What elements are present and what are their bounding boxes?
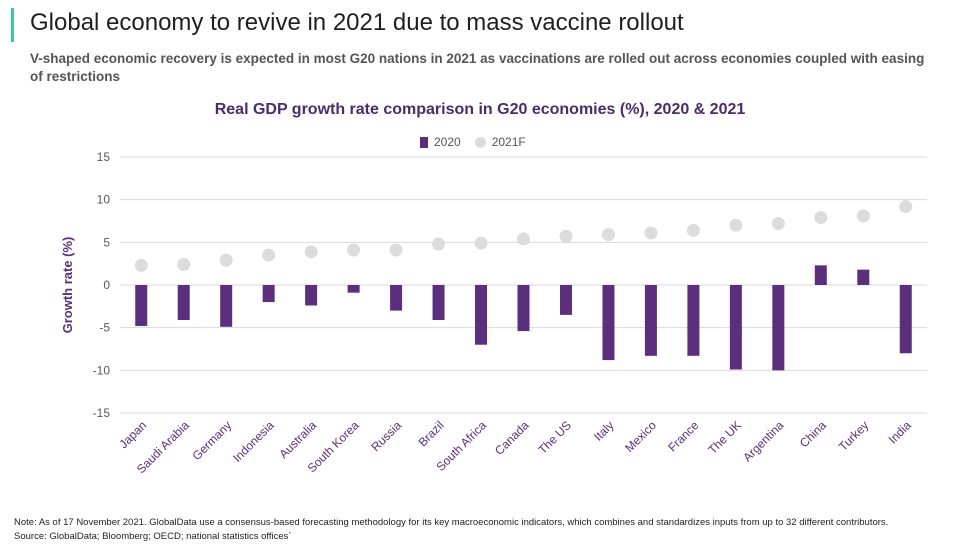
y-tick-label: -15: [93, 406, 111, 420]
bar-2020: [772, 285, 785, 371]
x-tick-label: The US: [535, 418, 574, 457]
y-tick-label: 15: [97, 150, 111, 164]
legend-label-2020: 2020: [434, 135, 461, 149]
legend-swatch-2020: [420, 136, 428, 148]
bar-2020: [262, 285, 275, 303]
y-tick-label: 5: [103, 235, 110, 249]
x-tick-label: Italy: [591, 418, 616, 443]
title-accent-bar: [11, 8, 14, 42]
x-tick-label: Mexico: [622, 418, 659, 455]
y-tick-label: 10: [97, 193, 111, 207]
bar-2020: [559, 285, 572, 315]
dot-2021f: [304, 245, 318, 259]
dot-2021f: [856, 209, 870, 223]
y-tick-label: -5: [99, 321, 110, 335]
bar-2020: [814, 265, 827, 285]
bar-2020: [857, 269, 870, 285]
x-tick-label: Turkey: [836, 418, 872, 454]
y-tick-label: 0: [103, 278, 110, 292]
dot-2021f: [474, 236, 488, 250]
x-tick-label: Australia: [276, 418, 319, 461]
page-title: Global economy to revive in 2021 due to …: [30, 9, 684, 36]
x-tick-label: China: [797, 418, 829, 450]
legend-label-2021f: 2021F: [491, 135, 526, 149]
dot-2021f: [177, 258, 191, 272]
x-tick-label: Russia: [368, 418, 404, 454]
bar-2020: [177, 285, 190, 320]
dot-2021f: [814, 211, 828, 225]
bar-2020: [305, 285, 318, 306]
x-tick-label: The UK: [705, 418, 744, 457]
dot-2021f: [219, 253, 233, 267]
dot-2021f: [686, 223, 700, 237]
dot-2021f: [729, 218, 743, 232]
dot-2021f: [262, 248, 276, 262]
y-axis-label: Growth rate (%): [60, 237, 75, 334]
dot-2021f: [134, 258, 148, 272]
x-tick-label: Argentina: [740, 418, 786, 464]
legend-swatch-2021f: [474, 136, 486, 148]
bar-2020: [135, 285, 148, 326]
x-tick-label: Indonesia: [230, 418, 277, 465]
dot-2021f: [347, 243, 361, 257]
bar-2020: [687, 285, 700, 356]
x-tick-label: Brazil: [416, 418, 447, 449]
source-note: Source: GlobalData; Bloomberg; OECD; nat…: [14, 531, 292, 542]
bar-2020: [220, 285, 233, 327]
dot-2021f: [559, 229, 573, 243]
x-tick-label: Germany: [190, 418, 235, 463]
bar-2020: [475, 285, 488, 345]
x-tick-label: India: [886, 418, 915, 447]
x-tick-label: France: [665, 418, 702, 455]
bar-2020: [390, 285, 403, 311]
x-tick-label: Canada: [492, 418, 532, 458]
dot-2021f: [601, 228, 615, 242]
bar-2020: [347, 285, 360, 293]
bar-2020: [602, 285, 615, 361]
chart-title: Real GDP growth rate comparison in G20 e…: [214, 101, 746, 118]
dot-2021f: [389, 243, 403, 257]
dot-2021f: [644, 226, 658, 240]
dot-2021f: [432, 237, 446, 251]
dot-2021f: [771, 217, 785, 231]
page-subtitle: V-shaped economic recovery is expected i…: [30, 51, 925, 84]
y-tick-label: -10: [93, 363, 111, 377]
dot-2021f: [899, 199, 913, 213]
bar-2020: [729, 285, 742, 370]
footnote: Note: As of 17 November 2021. GlobalData…: [14, 517, 889, 528]
bar-2020: [644, 285, 657, 356]
bar-2020: [899, 285, 912, 354]
dot-2021f: [517, 232, 530, 246]
x-tick-label: Japan: [116, 418, 149, 451]
bar-2020: [517, 285, 530, 332]
chart-legend: 2020 2021F: [420, 135, 526, 149]
bar-2020: [432, 285, 445, 320]
